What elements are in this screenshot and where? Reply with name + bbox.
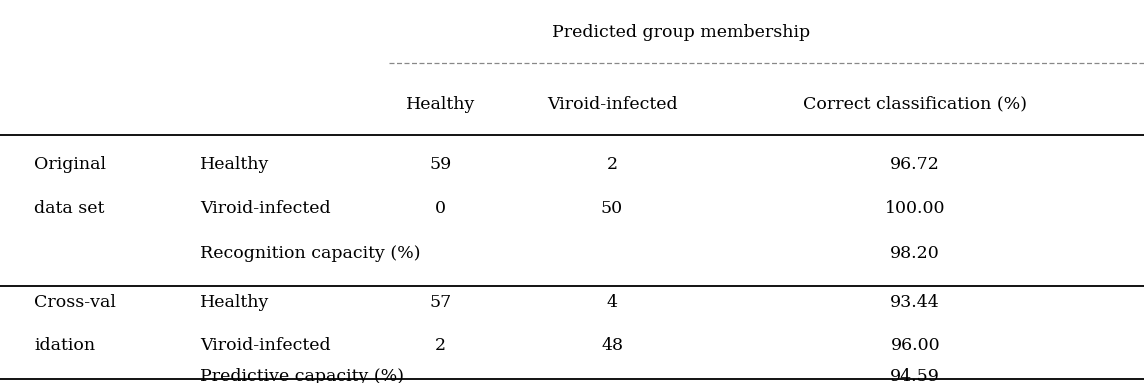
Text: Viroid-infected: Viroid-infected (200, 337, 331, 354)
Text: Healthy: Healthy (200, 156, 270, 173)
Text: 93.44: 93.44 (890, 294, 940, 311)
Text: 50: 50 (601, 200, 623, 217)
Text: Original: Original (34, 156, 106, 173)
Text: 48: 48 (601, 337, 623, 354)
Text: 100.00: 100.00 (885, 200, 945, 217)
Text: 98.20: 98.20 (890, 245, 940, 262)
Text: 96.72: 96.72 (890, 156, 940, 173)
Text: Predictive capacity (%): Predictive capacity (%) (200, 368, 404, 383)
Text: Predicted group membership: Predicted group membership (551, 24, 810, 41)
Text: Correct classification (%): Correct classification (%) (803, 96, 1027, 113)
Text: data set: data set (34, 200, 105, 217)
Text: 2: 2 (435, 337, 446, 354)
Text: 4: 4 (606, 294, 618, 311)
Text: 94.59: 94.59 (890, 368, 940, 383)
Text: 96.00: 96.00 (890, 337, 940, 354)
Text: Viroid-infected: Viroid-infected (200, 200, 331, 217)
Text: 0: 0 (435, 200, 446, 217)
Text: 2: 2 (606, 156, 618, 173)
Text: 59: 59 (429, 156, 452, 173)
Text: Recognition capacity (%): Recognition capacity (%) (200, 245, 421, 262)
Text: 57: 57 (429, 294, 452, 311)
Text: Cross-val: Cross-val (34, 294, 117, 311)
Text: idation: idation (34, 337, 95, 354)
Text: Viroid-infected: Viroid-infected (547, 96, 677, 113)
Text: Healthy: Healthy (406, 96, 475, 113)
Text: Healthy: Healthy (200, 294, 270, 311)
